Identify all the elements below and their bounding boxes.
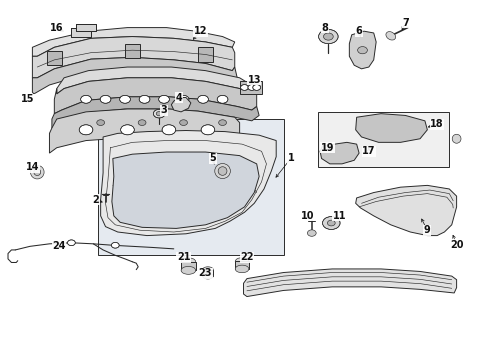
Text: 2: 2 xyxy=(92,195,99,205)
Text: 16: 16 xyxy=(50,23,63,33)
Polygon shape xyxy=(52,97,259,128)
Ellipse shape xyxy=(214,163,230,179)
Ellipse shape xyxy=(385,32,395,40)
Circle shape xyxy=(218,120,226,126)
Circle shape xyxy=(318,30,337,44)
Polygon shape xyxy=(32,57,237,94)
Text: 17: 17 xyxy=(361,146,375,156)
Polygon shape xyxy=(181,262,195,270)
Circle shape xyxy=(158,95,169,103)
Circle shape xyxy=(139,95,150,103)
Text: 23: 23 xyxy=(198,268,212,278)
Ellipse shape xyxy=(30,165,44,179)
Text: 14: 14 xyxy=(25,162,39,172)
Circle shape xyxy=(307,230,316,236)
Circle shape xyxy=(322,217,339,229)
FancyBboxPatch shape xyxy=(317,112,448,167)
Circle shape xyxy=(121,125,134,135)
Text: 11: 11 xyxy=(332,211,346,221)
Polygon shape xyxy=(239,81,261,94)
Text: 18: 18 xyxy=(429,120,443,129)
Ellipse shape xyxy=(202,267,213,273)
Circle shape xyxy=(100,95,111,103)
Circle shape xyxy=(217,95,227,103)
Text: 13: 13 xyxy=(247,75,261,85)
Text: 9: 9 xyxy=(423,225,430,235)
Text: 4: 4 xyxy=(175,93,182,103)
Text: 21: 21 xyxy=(177,252,190,262)
Ellipse shape xyxy=(181,266,195,274)
Text: 8: 8 xyxy=(321,23,328,33)
Polygon shape xyxy=(32,37,234,78)
Circle shape xyxy=(81,95,91,103)
Polygon shape xyxy=(355,114,427,142)
Circle shape xyxy=(162,125,175,135)
Polygon shape xyxy=(235,261,248,269)
Text: 24: 24 xyxy=(52,241,66,251)
Polygon shape xyxy=(54,78,256,114)
Polygon shape xyxy=(320,142,358,164)
Circle shape xyxy=(111,242,119,248)
Circle shape xyxy=(327,220,334,226)
Polygon shape xyxy=(198,47,212,62)
Text: 5: 5 xyxy=(209,153,216,163)
Text: 10: 10 xyxy=(301,211,314,221)
Text: 6: 6 xyxy=(355,26,362,36)
Circle shape xyxy=(247,85,255,90)
Circle shape xyxy=(252,85,260,90)
Circle shape xyxy=(178,95,188,103)
Circle shape xyxy=(120,95,130,103)
Polygon shape xyxy=(71,28,91,37)
Text: 7: 7 xyxy=(401,18,408,28)
Polygon shape xyxy=(348,31,375,69)
Text: 19: 19 xyxy=(320,143,333,153)
Ellipse shape xyxy=(218,167,226,175)
Text: 3: 3 xyxy=(161,105,167,115)
Text: 15: 15 xyxy=(20,94,34,104)
Text: 22: 22 xyxy=(240,252,253,262)
Ellipse shape xyxy=(181,258,195,266)
Polygon shape xyxy=(101,131,276,235)
Text: 1: 1 xyxy=(287,153,294,163)
Circle shape xyxy=(138,120,146,126)
Circle shape xyxy=(97,120,104,126)
Circle shape xyxy=(67,240,75,246)
Ellipse shape xyxy=(34,169,41,176)
FancyBboxPatch shape xyxy=(98,119,283,255)
Circle shape xyxy=(153,109,164,118)
Polygon shape xyxy=(355,185,456,235)
Circle shape xyxy=(240,85,248,90)
Circle shape xyxy=(179,120,187,126)
Circle shape xyxy=(79,125,93,135)
Ellipse shape xyxy=(235,265,248,273)
Polygon shape xyxy=(171,98,190,112)
Polygon shape xyxy=(47,51,61,65)
Circle shape xyxy=(156,112,162,116)
Circle shape xyxy=(357,46,366,54)
Polygon shape xyxy=(243,269,456,297)
Polygon shape xyxy=(125,44,140,58)
Circle shape xyxy=(197,95,208,103)
Ellipse shape xyxy=(202,273,213,279)
Ellipse shape xyxy=(451,134,460,143)
Text: 20: 20 xyxy=(449,239,463,249)
Polygon shape xyxy=(32,28,234,56)
Polygon shape xyxy=(57,67,256,94)
Polygon shape xyxy=(76,24,96,31)
Ellipse shape xyxy=(235,258,248,265)
Text: 12: 12 xyxy=(193,26,207,36)
Circle shape xyxy=(201,125,214,135)
Polygon shape xyxy=(49,109,239,153)
Circle shape xyxy=(323,33,332,40)
Polygon shape xyxy=(112,152,259,228)
Polygon shape xyxy=(202,270,213,276)
